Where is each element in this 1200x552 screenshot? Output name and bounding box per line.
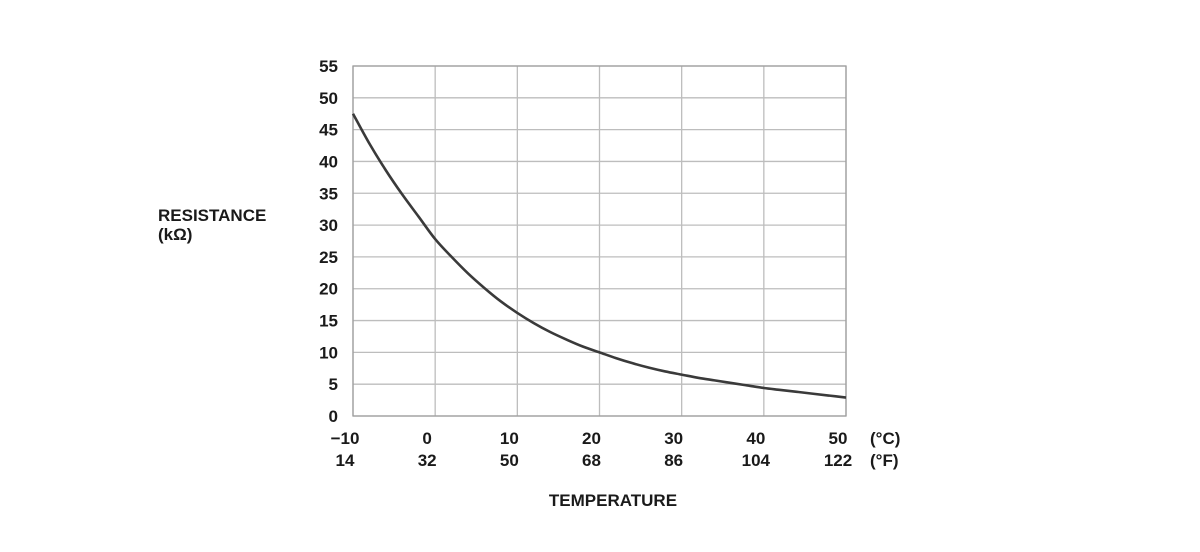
y-tick-label: 55 [319, 57, 338, 76]
x-tick-label-celsius: 30 [664, 429, 683, 448]
x-tick-label-celsius: 20 [582, 429, 601, 448]
y-tick-label: 10 [319, 343, 338, 362]
x-tick-label-celsius: 10 [500, 429, 519, 448]
x-unit-fahrenheit: (°F) [870, 451, 899, 470]
x-tick-label-fahrenheit: 14 [336, 451, 355, 470]
x-tick-label-celsius: 0 [422, 429, 431, 448]
x-unit-celsius: (°C) [870, 429, 900, 448]
y-tick-label: 15 [319, 312, 338, 331]
y-tick-label: 50 [319, 89, 338, 108]
x-tick-label-celsius: 50 [829, 429, 848, 448]
y-tick-label: 20 [319, 280, 338, 299]
y-tick-label: 25 [319, 248, 338, 267]
x-tick-label-fahrenheit: 104 [742, 451, 771, 470]
y-tick-label: 35 [319, 184, 338, 203]
y-tick-label: 40 [319, 152, 338, 171]
x-tick-label-fahrenheit: 122 [824, 451, 852, 470]
x-tick-label-fahrenheit: 86 [664, 451, 683, 470]
y-tick-label: 5 [329, 375, 338, 394]
plot-frame [352, 65, 847, 417]
y-axis-title-line2: (kΩ) [158, 225, 192, 244]
grid [352, 65, 847, 417]
x-tick-label-fahrenheit: 68 [582, 451, 601, 470]
y-tick-label: 0 [329, 407, 338, 426]
y-tick-label: 30 [319, 216, 338, 235]
x-tick-label-fahrenheit: 50 [500, 451, 519, 470]
y-tick-label: 45 [319, 121, 338, 140]
x-tick-label-celsius: 40 [746, 429, 765, 448]
x-axis-title: TEMPERATURE [549, 491, 677, 510]
x-axis-ticks: −10 14 0 32 10 50 20 68 30 86 40 104 50 122 [331, 429, 853, 470]
y-axis-title-line1: RESISTANCE [158, 206, 266, 225]
x-tick-label-celsius: −10 [331, 429, 360, 448]
x-tick-label-fahrenheit: 32 [418, 451, 437, 470]
resistance-curve [351, 113, 847, 399]
